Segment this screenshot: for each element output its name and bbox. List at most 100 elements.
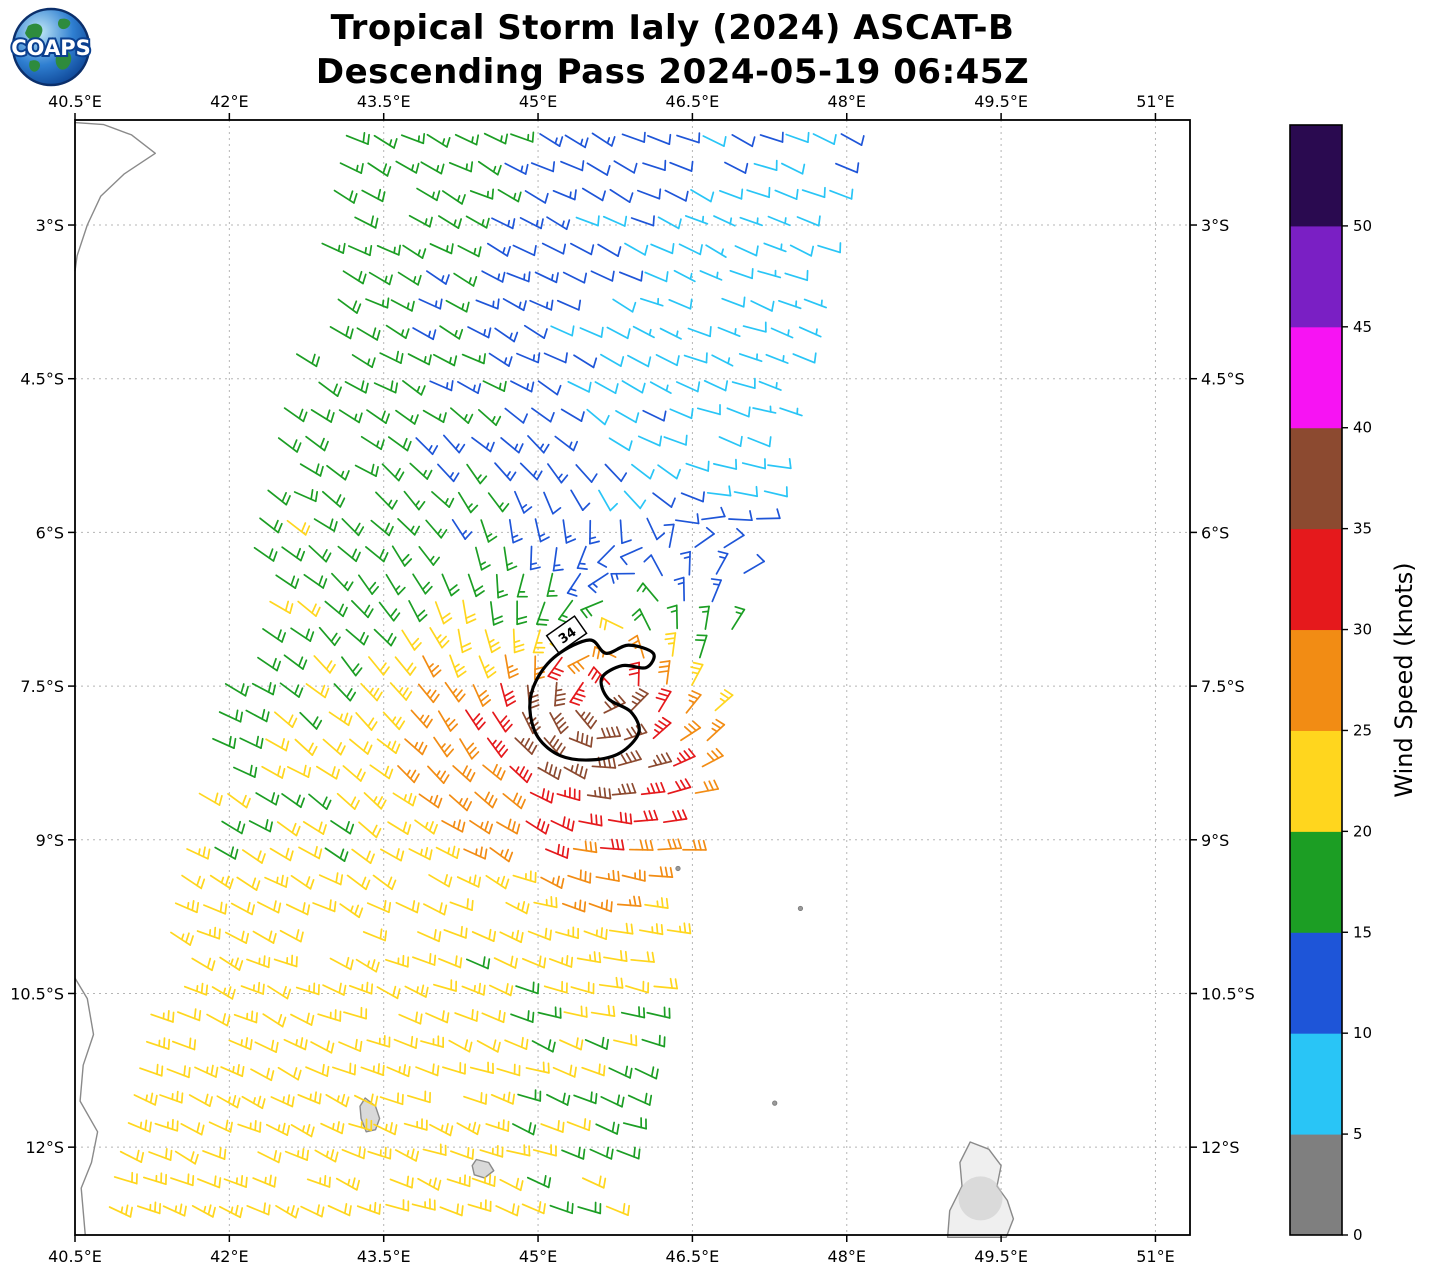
wind-barb	[625, 980, 650, 994]
wind-barb	[647, 133, 672, 146]
wind-barb	[541, 242, 567, 255]
wind-barb	[253, 546, 278, 562]
wind-barb	[636, 582, 659, 602]
wind-barb	[575, 215, 600, 227]
wind-barb	[283, 654, 308, 670]
colorbar-tick-label: 25	[1353, 721, 1372, 739]
wind-barb	[428, 874, 453, 888]
wind-barb	[706, 718, 726, 742]
wind-barb	[684, 215, 709, 225]
lon-tick-label-bottom: 46.5°E	[666, 1247, 720, 1264]
wind-barb	[267, 489, 291, 506]
wind-barb	[723, 527, 745, 549]
wind-barb	[608, 1065, 633, 1079]
wind-barb	[351, 848, 375, 865]
wind-barb	[669, 407, 694, 420]
wind-barb	[664, 189, 689, 202]
wind-barb	[530, 161, 556, 173]
wind-barb	[395, 160, 420, 174]
wind-barb	[600, 353, 625, 367]
wind-barb	[657, 216, 682, 230]
wind-barb	[224, 930, 250, 944]
wind-barb	[619, 270, 644, 282]
lon-tick-label-top: 43.5°E	[357, 92, 411, 111]
wind-barb	[380, 848, 405, 862]
wind-barb	[322, 982, 347, 996]
wind-barb	[633, 809, 659, 823]
islet	[772, 1100, 778, 1106]
wind-barb	[457, 628, 472, 654]
wind-barb	[429, 243, 454, 255]
lat-tick-label-left: 3°S	[36, 216, 64, 235]
wind-barb	[214, 846, 239, 860]
wind-barb	[395, 409, 419, 425]
wind-barb	[544, 843, 570, 859]
wind-barb	[329, 325, 354, 340]
wind-barb	[619, 546, 643, 566]
lat-tick-label-left: 12°S	[25, 1138, 64, 1157]
wind-barb	[270, 1094, 295, 1108]
wind-barb	[341, 1146, 366, 1160]
wind-barb	[509, 765, 533, 784]
wind-barb	[586, 408, 610, 426]
wind-barb	[391, 545, 413, 567]
wind-barb	[506, 271, 531, 283]
wind-barb	[389, 682, 413, 701]
wind-barb	[567, 654, 590, 675]
wind-barb	[313, 655, 336, 674]
wind-barb	[504, 162, 529, 175]
wind-barb	[423, 902, 448, 916]
wind-barb	[485, 874, 510, 890]
wind-barb	[648, 866, 674, 878]
wind-barb	[562, 271, 588, 284]
wind-barb	[624, 242, 649, 256]
wind-barb	[267, 985, 292, 1000]
wind-barb	[439, 325, 464, 340]
wind-barb	[829, 188, 854, 200]
islet	[675, 865, 681, 872]
wind-barb	[142, 1172, 168, 1186]
wind-barb	[305, 683, 330, 699]
wind-barb	[519, 462, 543, 481]
wind-barb	[763, 242, 787, 253]
lat-tick-label-left: 4.5°S	[20, 370, 64, 389]
wind-barb	[196, 926, 221, 940]
wind-barb	[698, 605, 710, 630]
wind-barb	[561, 1146, 586, 1160]
wind-barb	[543, 352, 568, 364]
wind-barb	[588, 899, 613, 913]
wind-barb	[148, 1148, 173, 1161]
wind-barb	[203, 901, 228, 915]
wind-barb	[756, 508, 781, 520]
wind-barb	[650, 243, 675, 255]
wind-barb	[717, 326, 741, 338]
wind-barb	[223, 1175, 248, 1188]
wind-barb	[209, 874, 234, 890]
wind-barb	[747, 436, 772, 448]
wind-barb	[318, 626, 341, 647]
wind-barb	[233, 764, 258, 778]
wind-barb	[555, 926, 579, 940]
wind-barb	[218, 709, 243, 723]
wind-barb	[443, 925, 468, 939]
wind-barb	[262, 628, 286, 643]
wind-barb	[154, 1118, 179, 1132]
wind-barb	[628, 839, 654, 851]
wind-barb	[510, 1010, 535, 1023]
wind-barb	[741, 458, 766, 470]
wind-barb	[556, 787, 581, 802]
wind-barb	[360, 435, 385, 451]
wind-barb	[276, 821, 301, 837]
colorbar-segment	[1290, 225, 1342, 328]
wind-barb	[181, 874, 206, 890]
wind-barb	[385, 324, 410, 339]
wind-barb	[241, 1095, 266, 1110]
coaps-logo: COAPS	[9, 6, 93, 88]
wind-barb	[590, 1005, 616, 1017]
wind-barb	[543, 735, 566, 756]
wind-barb	[724, 161, 749, 174]
wind-barb	[233, 1010, 258, 1024]
wind-barb	[581, 187, 606, 202]
wind-barb	[467, 573, 485, 598]
wind-barb	[313, 518, 338, 532]
